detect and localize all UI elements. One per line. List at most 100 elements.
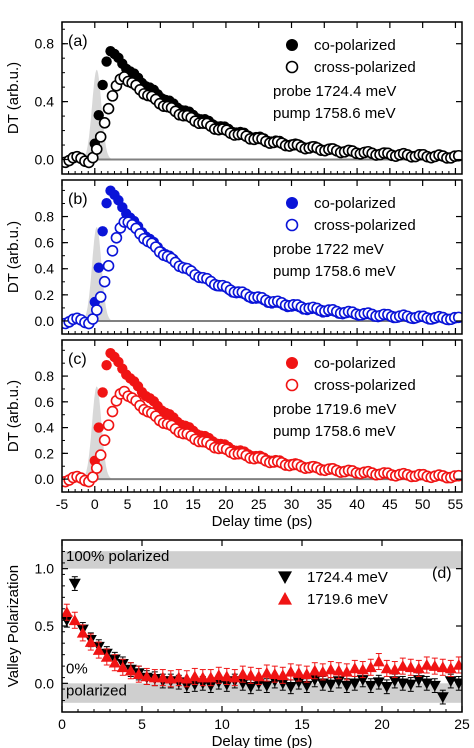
panel-2: 0.0 0.2 0.4 0.6 0.8 DT (arb.u.) (b) co-polarize…: [5, 179, 463, 335]
data-point: [380, 681, 393, 693]
data-point: [116, 661, 129, 673]
legend-label: co-polarized: [314, 355, 396, 372]
data-point: [98, 275, 111, 288]
x-tick-label: 5: [124, 496, 132, 512]
y-axis-label: DT (arb.u.): [5, 380, 22, 452]
data-point: [332, 664, 345, 676]
data-point: [106, 244, 119, 257]
data-point: [276, 669, 289, 681]
data-point: [98, 117, 111, 129]
panel-label: (a): [68, 33, 88, 50]
data-point: [372, 655, 385, 667]
data-point: [340, 665, 353, 677]
legend-label: cross-polarized: [314, 377, 416, 394]
x-tick-label: 20: [218, 496, 234, 512]
y-tick-label: 0.8: [35, 36, 55, 52]
legend-marker: [286, 357, 298, 369]
data-point: [236, 668, 249, 679]
plot-area: [62, 551, 462, 705]
plot-frame: [61, 339, 463, 493]
data-point: [106, 90, 119, 102]
legend-label: co-polarized: [314, 37, 396, 54]
data-point: [97, 79, 108, 91]
legend-label: 1724.4 meV: [307, 569, 388, 586]
data-point: [444, 662, 457, 674]
data-point: [93, 422, 104, 433]
data-point: [388, 663, 401, 675]
data-point: [260, 680, 273, 692]
panel-1: 0.0 0.4 0.8 DT (arb.u.) (a) co-polarized cross…: [5, 21, 463, 175]
data-point: [76, 626, 89, 638]
y-axis-label: DT (arb.u.): [5, 62, 22, 134]
y-tick-label: 0.8: [35, 368, 55, 384]
data-point: [404, 661, 417, 673]
data-point: [110, 231, 123, 244]
x-tick-label: 30: [284, 496, 300, 512]
y-axis-label: DT (arb.u.): [5, 221, 22, 293]
data-point: [324, 679, 337, 691]
x-tick-label: 10: [153, 496, 169, 512]
series-2: [62, 71, 462, 169]
data-point: [436, 692, 449, 704]
data-point: [420, 658, 433, 670]
data-point: [300, 680, 313, 692]
y-tick-label: 0.0: [35, 675, 55, 691]
series-1: [62, 185, 462, 329]
data-point: [101, 197, 112, 209]
x-tick-label: 20: [374, 716, 390, 732]
x-axis-label: Delay time (ps): [212, 513, 313, 530]
polarization-band: [62, 551, 462, 569]
data-point: [380, 662, 393, 674]
data-point: [452, 311, 462, 324]
data-point: [132, 668, 145, 679]
data-point: [364, 680, 377, 692]
band-label: 0%: [66, 660, 88, 677]
data-point: [92, 644, 105, 655]
series-2: [62, 603, 462, 688]
data-point: [188, 670, 201, 682]
x-tick-label: 40: [349, 496, 365, 512]
data-point: [156, 671, 169, 683]
y-tick-label: 0.6: [35, 235, 55, 251]
data-point: [452, 469, 462, 482]
series-1: [62, 347, 462, 487]
legend-label: co-polarized: [314, 195, 396, 212]
data-point: [220, 670, 233, 682]
legend-marker: [278, 592, 292, 605]
y-tick-label: 0.2: [35, 287, 55, 303]
data-point: [196, 671, 209, 683]
annotation: pump 1758.6 meV: [273, 105, 396, 122]
panel-label: (b): [68, 191, 88, 208]
data-point: [62, 606, 73, 618]
annotation: probe 1719.6 meV: [273, 401, 396, 418]
plot-area: [62, 45, 462, 169]
data-point: [324, 663, 337, 675]
x-axis-label: Delay time (ps): [212, 733, 313, 748]
data-point: [284, 665, 297, 677]
series-2: [62, 385, 462, 488]
plot-area: [62, 347, 462, 488]
legend-label: cross-polarized: [314, 217, 416, 234]
data-point: [97, 387, 108, 398]
data-point: [452, 658, 462, 670]
data-point: [204, 680, 217, 692]
data-point: [108, 656, 121, 668]
band-label: 100% polarized: [66, 548, 169, 565]
data-point: [372, 677, 385, 689]
data-point: [148, 671, 161, 683]
data-point: [284, 681, 297, 693]
y-tick-label: 0.0: [35, 152, 55, 168]
y-tick-label: 0.5: [35, 618, 55, 634]
legend-marker: [286, 39, 298, 51]
data-point: [68, 578, 81, 590]
data-point: [452, 678, 462, 690]
plot-area: [62, 185, 462, 330]
data-point: [97, 226, 108, 237]
y-axis-label: Valley Polarization: [5, 565, 22, 687]
data-point: [212, 669, 225, 681]
x-tick-label: 55: [448, 496, 464, 512]
legend-marker: [285, 218, 299, 232]
data-point: [308, 664, 321, 676]
y-tick-label: 0.6: [35, 394, 55, 410]
data-point: [101, 360, 112, 371]
